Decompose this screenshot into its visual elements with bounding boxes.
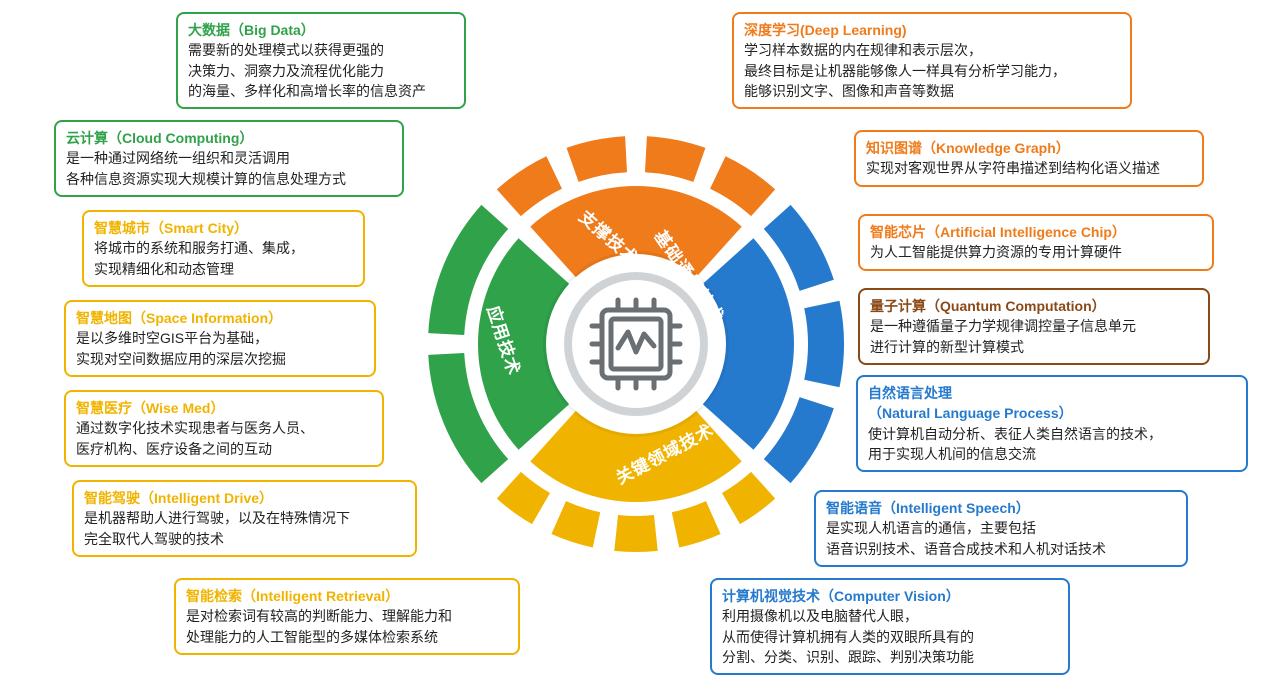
box-desc: 是机器帮助人进行驾驶，以及在特殊情况下完全取代人驾驶的技术 <box>84 508 405 549</box>
box-title: 自然语言处理（Natural Language Process） <box>868 383 1236 424</box>
box-desc: 是一种通过网络统一组织和灵活调用各种信息资源实现大规模计算的信息处理方式 <box>66 148 392 189</box>
outer-yellow-seg-3 <box>551 501 600 547</box>
box-desc: 实现对客观世界从字符串描述到结构化语义描述 <box>866 158 1192 178</box>
outer-orange-seg-3 <box>710 156 775 216</box>
box-title: 量子计算（Quantum Computation） <box>870 296 1198 316</box>
outer-orange-seg-2 <box>645 136 705 182</box>
outer-orange-seg-0 <box>497 156 562 216</box>
box-spaceinfo: 智慧地图（Space Information）是以多维时空GIS平台为基础，实现… <box>64 300 376 377</box>
box-title: 智能检索（Intelligent Retrieval） <box>186 586 508 606</box>
box-deeplearning: 深度学习(Deep Learning)学习样本数据的内在规律和表示层次，最终目标… <box>732 12 1132 109</box>
mid-key <box>703 238 794 449</box>
box-title: 知识图谱（Knowledge Graph） <box>866 138 1192 158</box>
outer-yellow-seg-2 <box>614 515 657 552</box>
wheel-svg <box>416 124 856 564</box>
outer-yellow-seg-0 <box>722 472 775 524</box>
box-title: 智能驾驶（Intelligent Drive） <box>84 488 405 508</box>
box-desc: 是实现人机语言的通信，主要包括语音识别技术、语音合成技术和人机对话技术 <box>826 518 1176 559</box>
box-title: 深度学习(Deep Learning) <box>744 20 1120 40</box>
box-desc: 是对检索词有较高的判断能力、理解能力和处理能力的人工智能型的多媒体检索系统 <box>186 606 508 647</box>
box-quantum: 量子计算（Quantum Computation）是一种遵循量子力学规律调控量子… <box>858 288 1210 365</box>
box-desc: 为人工智能提供算力资源的专用计算硬件 <box>870 242 1202 262</box>
box-desc: 学习样本数据的内在规律和表示层次，最终目标是让机器能够像人一样具有分析学习能力，… <box>744 40 1120 101</box>
mid-basic <box>530 186 741 277</box>
box-title: 大数据（Big Data） <box>188 20 454 40</box>
box-bigdata: 大数据（Big Data）需要新的处理模式以获得更强的决策力、洞察力及流程优化能… <box>176 12 466 109</box>
box-title: 智慧医疗（Wise Med） <box>76 398 372 418</box>
box-title: 云计算（Cloud Computing） <box>66 128 392 148</box>
mid-support <box>478 238 569 449</box>
box-title: 智能语音（Intelligent Speech） <box>826 498 1176 518</box>
box-title: 智慧地图（Space Information） <box>76 308 364 328</box>
box-desc: 利用摄像机以及电脑替代人眼，从而使得计算机拥有人类的双眼所具有的分割、分类、识别… <box>722 606 1058 667</box>
box-desc: 将城市的系统和服务打通、集成，实现精细化和动态管理 <box>94 238 353 279</box>
box-kg: 知识图谱（Knowledge Graph）实现对客观世界从字符串描述到结构化语义… <box>854 130 1204 187</box>
box-intelliretrieval: 智能检索（Intelligent Retrieval）是对检索词有较高的判断能力… <box>174 578 520 655</box>
box-nlp: 自然语言处理（Natural Language Process）使计算机自动分析… <box>856 375 1248 472</box>
box-speech: 智能语音（Intelligent Speech）是实现人机语言的通信，主要包括语… <box>814 490 1188 567</box>
box-desc: 是一种遵循量子力学规律调控量子信息单元进行计算的新型计算模式 <box>870 316 1198 357</box>
box-title: 计算机视觉技术（Computer Vision） <box>722 586 1058 606</box>
box-aichip: 智能芯片（Artificial Intelligence Chip）为人工智能提… <box>858 214 1214 271</box>
outer-yellow-seg-4 <box>497 472 550 524</box>
box-intellidrive: 智能驾驶（Intelligent Drive）是机器帮助人进行驾驶，以及在特殊情… <box>72 480 417 557</box>
box-title: 智慧城市（Smart City） <box>94 218 353 238</box>
outer-blue-seg-1 <box>804 301 844 387</box>
box-smartcity: 智慧城市（Smart City）将城市的系统和服务打通、集成，实现精细化和动态管… <box>82 210 365 287</box>
box-desc: 使计算机自动分析、表征人类自然语言的技术，用于实现人机间的信息交流 <box>868 424 1236 465</box>
box-cv: 计算机视觉技术（Computer Vision）利用摄像机以及电脑替代人眼，从而… <box>710 578 1070 675</box>
box-desc: 通过数字化技术实现患者与医务人员、医疗机构、医疗设备之间的互动 <box>76 418 372 459</box>
box-cloud: 云计算（Cloud Computing）是一种通过网络统一组织和灵活调用各种信息… <box>54 120 404 197</box>
box-title: 智能芯片（Artificial Intelligence Chip） <box>870 222 1202 242</box>
box-desc: 是以多维时空GIS平台为基础，实现对空间数据应用的深层次挖掘 <box>76 328 364 369</box>
box-desc: 需要新的处理模式以获得更强的决策力、洞察力及流程优化能力的海量、多样化和高增长率… <box>188 40 454 101</box>
outer-yellow-seg-1 <box>672 501 721 547</box>
box-wisemed: 智慧医疗（Wise Med）通过数字化技术实现患者与医务人员、医疗机构、医疗设备… <box>64 390 384 467</box>
outer-orange-seg-1 <box>567 136 627 182</box>
